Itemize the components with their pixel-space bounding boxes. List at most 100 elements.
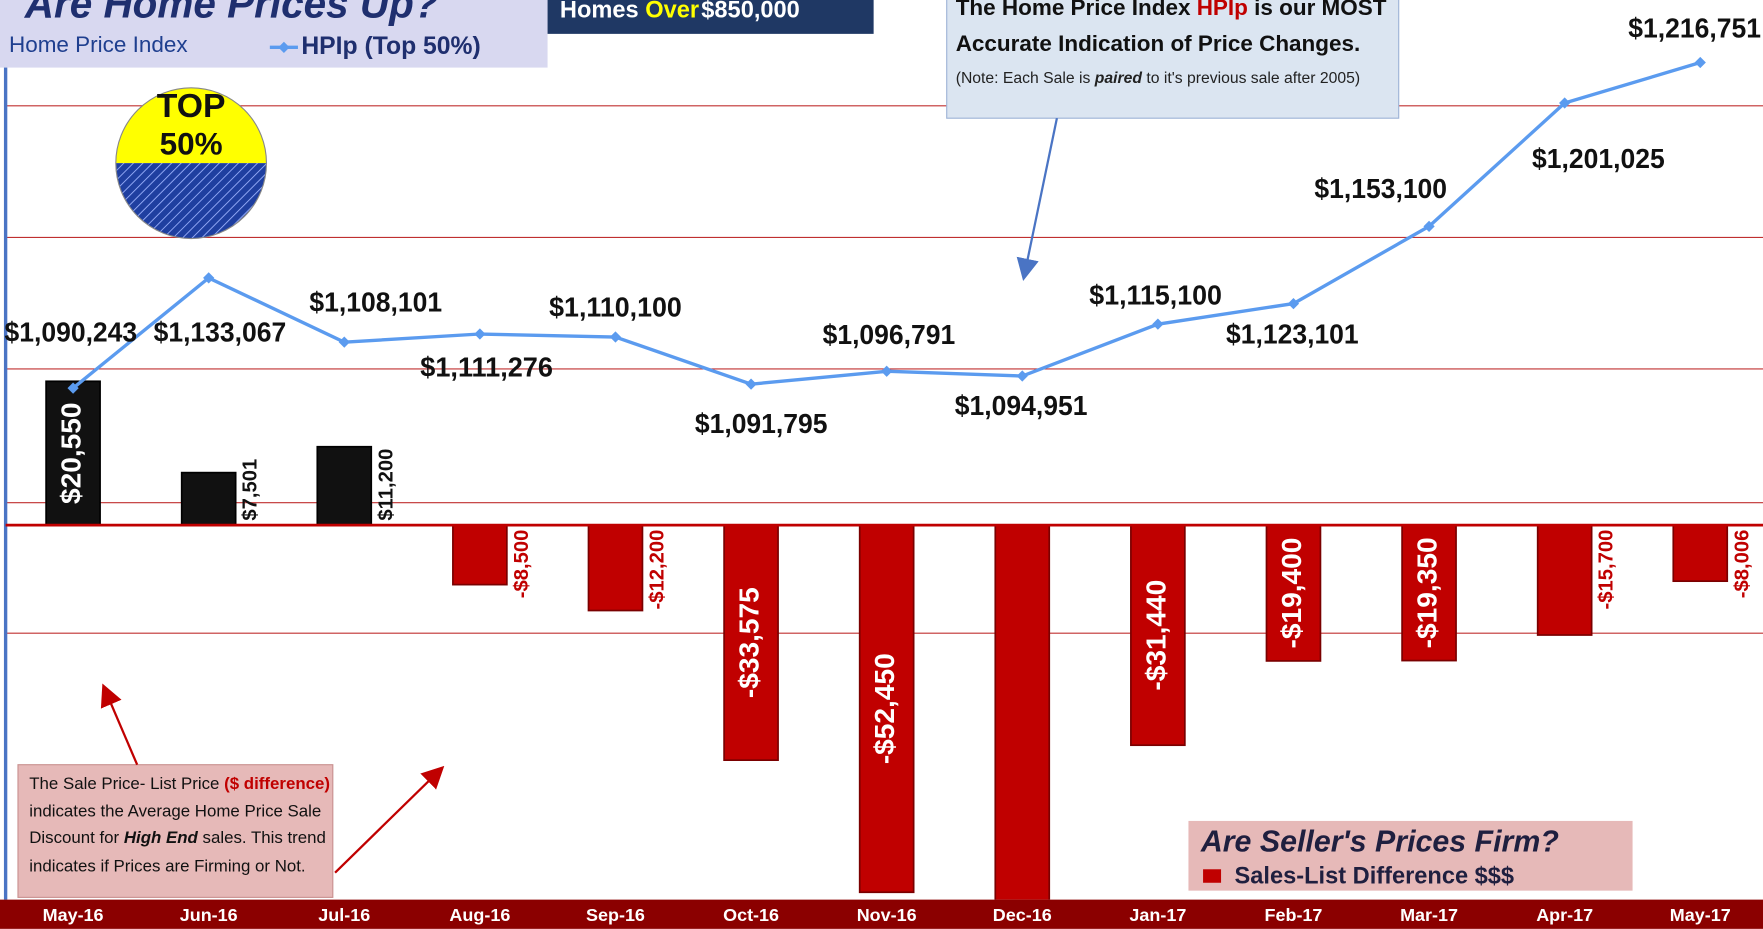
note-text: is our MOST [1254,0,1387,20]
bar-label: -$19,350 [1411,537,1442,648]
x-tick-label: Jun-16 [180,905,238,925]
x-tick-label: Nov-16 [857,905,917,925]
note-text: to it's previous sale after 2005) [1146,70,1360,87]
line-label: $1,153,100 [1314,173,1447,204]
bar-label: -$31,440 [1140,580,1171,691]
banner-text: Over [645,0,699,24]
banner: Homes Over $850,000 [560,0,800,24]
bar [994,524,1051,900]
line-label: $1,216,751 [1628,12,1761,43]
line-marker [1152,318,1164,330]
x-tick-label: May-16 [43,905,104,925]
line-marker [745,378,757,390]
bar-label: -$8,006 [1731,530,1753,599]
bar-label: $20,550 [56,402,87,504]
bar [1672,524,1729,583]
arrow [1016,117,1059,281]
legend-label: Sales-List Difference $$$ [1235,863,1515,889]
x-tick-label: Feb-17 [1265,905,1323,925]
x-tick-label: May-17 [1670,905,1731,925]
line-label: $1,110,100 [549,291,682,322]
note-text: HPIp [1197,0,1248,20]
line-marker [1423,220,1435,232]
x-tick-label: Apr-17 [1536,905,1593,925]
bar-label: -$19,400 [1276,538,1307,649]
x-tick-label: Dec-16 [993,905,1052,925]
line-marker [203,272,215,284]
badge: TOP 50% [115,87,268,240]
x-tick-label: Aug-16 [449,905,510,925]
chart-title: Are Home Prices Up? [24,0,439,27]
explanation-line: indicates if Prices are Firming or Not. [29,856,305,875]
line-label: $1,111,276 [420,351,553,382]
legend-label: HPIp (Top 50%) [301,33,480,60]
bar-label: -$52,450 [869,653,900,764]
bar-label: $7,501 [240,459,262,521]
bar [587,524,644,612]
category-band [0,899,1763,929]
explanation-text: High End [124,828,199,847]
arrow [100,683,139,766]
bar-label: -$15,700 [1596,530,1618,610]
subtitle: Home Price Index [9,32,188,57]
note-line: Accurate Indication of Price Changes. [956,31,1361,56]
explanation-line: indicates the Average Home Price Sale [29,801,321,820]
line-label: $1,096,791 [823,319,956,350]
explanation-text: The Sale Price- List Price [29,774,219,793]
banner-box [547,0,874,34]
line-label: $1,201,025 [1532,143,1665,174]
bar [1536,524,1593,636]
bar-label: $11,200 [375,449,397,521]
banner-text: Homes [560,0,639,24]
x-tick-label: Mar-17 [1400,905,1458,925]
line-label: $1,133,067 [154,317,287,348]
line-label: $1,123,101 [1226,319,1359,350]
banner-text: $850,000 [701,0,799,24]
bar [452,524,508,586]
x-tick-label: Jan-17 [1129,905,1186,925]
note-line: The Home Price Index HPIp is our MOST [956,0,1387,20]
bar [723,524,779,761]
line-marker [1694,56,1706,69]
note-text: The Home Price Index [956,0,1191,20]
explanation-line: Discount for High End sales. This trend [29,828,326,847]
line-marker [1016,370,1028,382]
line-marker [881,365,893,377]
legend-marker [278,41,290,53]
line-marker [1559,97,1571,109]
bar-legend-title: Are Seller's Prices Firm? [1200,825,1559,858]
explanation-text: Discount for [29,828,119,847]
x-tick-label: Jul-16 [318,905,370,925]
bar [1401,524,1457,662]
bar [316,445,373,526]
line-label: $1,090,243 [4,317,137,348]
bar [180,471,237,526]
bar [858,524,915,894]
note-box [946,0,1400,119]
bar-label: -$12,200 [647,530,669,610]
bar [1265,524,1322,662]
legend-swatch [1203,869,1222,883]
arrow [334,765,445,874]
title-box [0,0,548,68]
line-label: $1,115,100 [1089,280,1222,311]
line-label: $1,091,795 [695,408,828,439]
note-text: (Note: Each Sale is [956,70,1091,87]
bar-label: -$8,500 [511,530,533,599]
line-marker [474,328,486,340]
note-text: paired [1094,70,1143,87]
badge-text: 50% [160,127,223,162]
bar-label: -$33,575 [733,587,764,698]
explanation-text: sales. This trend [203,828,326,847]
bar-legend-box [1188,820,1633,891]
line-label: $1,094,951 [955,390,1088,421]
line-marker [338,336,350,348]
line-marker [1287,297,1300,310]
explanation-box [17,764,334,898]
x-tick-label: Oct-16 [723,905,779,925]
note-line: (Note: Each Sale is paired to it's previ… [956,70,1360,87]
explanation-line: The Sale Price- List Price ($ difference… [29,774,330,793]
line-marker [609,331,622,343]
